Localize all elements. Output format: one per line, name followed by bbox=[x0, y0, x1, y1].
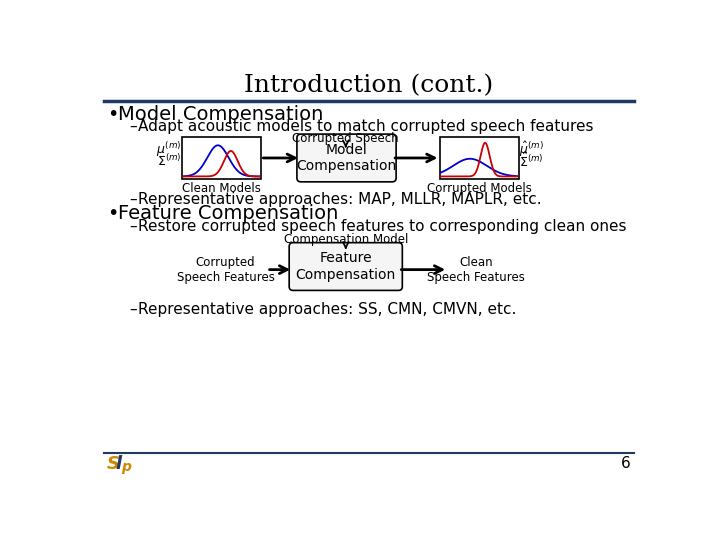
Text: –: – bbox=[129, 302, 136, 317]
FancyBboxPatch shape bbox=[297, 134, 396, 182]
Text: Model
Compensation: Model Compensation bbox=[297, 143, 397, 173]
Text: 6: 6 bbox=[621, 456, 631, 471]
Text: $\Sigma^{(m)}$: $\Sigma^{(m)}$ bbox=[157, 153, 181, 169]
Text: l: l bbox=[116, 455, 122, 472]
Text: p: p bbox=[121, 460, 131, 474]
Text: Clean
Speech Features: Clean Speech Features bbox=[427, 255, 525, 284]
Text: $\mu^{(m)}$: $\mu^{(m)}$ bbox=[156, 140, 181, 159]
Text: •: • bbox=[107, 105, 118, 124]
Text: Model Compensation: Model Compensation bbox=[118, 105, 323, 124]
FancyBboxPatch shape bbox=[182, 137, 261, 179]
Text: Corrupted Models: Corrupted Models bbox=[427, 182, 531, 195]
FancyBboxPatch shape bbox=[289, 242, 402, 291]
Text: Feature Compensation: Feature Compensation bbox=[118, 204, 338, 223]
Text: –: – bbox=[129, 219, 136, 234]
Text: S: S bbox=[107, 455, 120, 472]
Text: Feature
Compensation: Feature Compensation bbox=[296, 252, 396, 282]
Text: Introduction (cont.): Introduction (cont.) bbox=[244, 74, 494, 97]
Text: Representative approaches: MAP, MLLR, MAPLR, etc.: Representative approaches: MAP, MLLR, MA… bbox=[138, 192, 541, 207]
Text: Restore corrupted speech features to corresponding clean ones: Restore corrupted speech features to cor… bbox=[138, 219, 626, 234]
Text: •: • bbox=[107, 204, 118, 223]
Text: Corrupted
Speech Features: Corrupted Speech Features bbox=[176, 255, 274, 284]
Text: Clean Models: Clean Models bbox=[182, 182, 261, 195]
Text: –: – bbox=[129, 119, 136, 134]
Text: Adapt acoustic models to match corrupted speech features: Adapt acoustic models to match corrupted… bbox=[138, 119, 593, 134]
Text: Representative approaches: SS, CMN, CMVN, etc.: Representative approaches: SS, CMN, CMVN… bbox=[138, 302, 516, 317]
Text: –: – bbox=[129, 192, 136, 207]
Text: Compensation Model: Compensation Model bbox=[284, 233, 408, 246]
FancyBboxPatch shape bbox=[439, 137, 518, 179]
Text: Corrupted Speech: Corrupted Speech bbox=[292, 132, 399, 145]
Text: $\hat{\mu}^{(m)}$: $\hat{\mu}^{(m)}$ bbox=[519, 140, 544, 159]
Text: $\hat{\Sigma}^{(m)}$: $\hat{\Sigma}^{(m)}$ bbox=[519, 152, 544, 170]
